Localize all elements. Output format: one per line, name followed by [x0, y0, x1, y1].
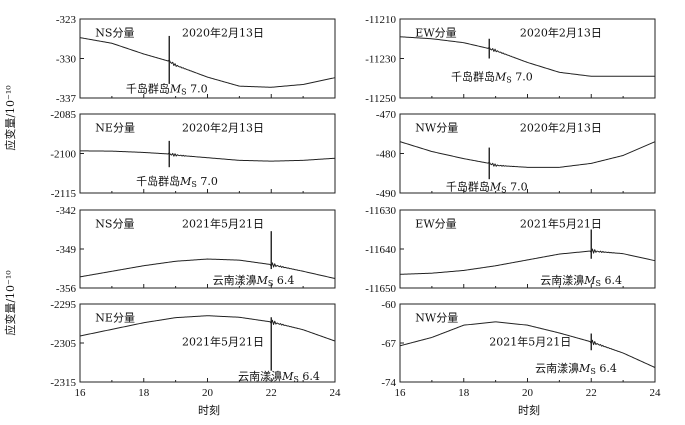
event-date: 2021年5月21日 [182, 334, 264, 348]
event-date: 2021年5月21日 [489, 334, 571, 348]
y-tick-label: -2305 [50, 338, 76, 350]
strain-trace [399, 248, 656, 275]
event-date: 2020年2月13日 [520, 120, 602, 134]
component-label: NW分量 [415, 311, 458, 324]
event-date: 2020年2月13日 [182, 25, 264, 39]
y-tick-label: -2295 [50, 299, 76, 311]
y-tick-label: -11630 [365, 205, 396, 217]
event-date: 2020年2月13日 [520, 25, 602, 39]
y-tick-label: -349 [56, 244, 77, 256]
y-tick-label: -67 [381, 338, 396, 350]
x-tick-label: 20 [202, 387, 214, 399]
x-tick-label: 16 [395, 387, 407, 399]
y-tick-label: -480 [376, 149, 397, 161]
y-tick-label: -330 [56, 54, 77, 66]
y-tick-label: -323 [56, 14, 77, 26]
event-label: 千岛群岛MS 7.0 [446, 180, 528, 195]
x-tick-label: 24 [330, 387, 342, 399]
event-date: 2021年5月21日 [182, 216, 264, 230]
x-tick-label: 18 [138, 387, 150, 399]
y-tick-label: -2100 [50, 149, 76, 161]
x-tick-label: 22 [586, 387, 597, 399]
y-tick-label: -2315 [50, 377, 76, 389]
y-tick-label: -470 [376, 109, 397, 121]
component-label: NE分量 [95, 311, 135, 324]
event-label: 云南漾濞MS 6.4 [238, 369, 320, 384]
x-tick-label: 22 [266, 387, 277, 399]
event-label: 千岛群岛MS 7.0 [451, 70, 533, 85]
y-tick-label: -11250 [365, 93, 396, 105]
strain-trace [79, 258, 336, 280]
x-axis-title-left: 时刻 [198, 403, 220, 417]
y-axis-title-top: 应变量/10⁻¹⁰ [3, 85, 17, 151]
x-tick-label: 20 [522, 387, 534, 399]
y-tick-label: -11210 [365, 14, 396, 26]
y-tick-label: -337 [56, 93, 77, 105]
y-tick-label: -11640 [365, 244, 396, 256]
event-date: 2021年5月21日 [520, 216, 602, 230]
y-tick-label: -342 [56, 205, 76, 217]
component-label: NE分量 [95, 121, 135, 134]
event-label: 云南漾濞MS 6.4 [540, 273, 622, 288]
event-date: 2020年2月13日 [182, 120, 264, 134]
y-axis-title-bottom: 应变量/10⁻¹⁰ [3, 270, 17, 336]
event-label: 云南漾濞MS 6.4 [535, 361, 617, 376]
x-axis-title-right: 时刻 [518, 403, 540, 417]
strain-trace [79, 315, 336, 342]
strain-trace [79, 37, 336, 88]
event-label: 千岛群岛MS 7.0 [126, 82, 208, 97]
component-label: NW分量 [415, 121, 458, 134]
y-tick-label: -60 [381, 299, 396, 311]
panel-ne-2021: 16 18 20 22 24 -2295 -2305 -2315 NE分量 2021年5月21日云… [50, 299, 341, 399]
component-label: EW分量 [415, 217, 456, 230]
y-tick-label: -2115 [51, 188, 77, 200]
event-label: 千岛群岛MS 7.0 [136, 174, 218, 189]
component-label: NS分量 [95, 217, 134, 230]
component-label: NS分量 [95, 26, 134, 39]
panel-nw-2021: 16 18 20 22 24 -60 -67 -74 NW分量 2021年5月21日云南漾濞MS … [381, 299, 661, 399]
strain-trace [399, 141, 656, 168]
x-tick-label: 16 [75, 387, 87, 399]
y-tick-label: -490 [376, 188, 397, 200]
event-label: 云南漾濞MS 6.4 [213, 273, 295, 288]
strain-trace [399, 36, 655, 77]
x-tick-label: 24 [650, 387, 662, 399]
y-tick-label: -11650 [365, 283, 396, 295]
strain-trace [79, 150, 336, 162]
y-tick-label: -2085 [50, 109, 76, 121]
component-label: EW分量 [415, 26, 456, 39]
y-tick-label: -74 [381, 377, 396, 389]
strain-trace [399, 321, 656, 368]
y-tick-label: -11230 [365, 54, 396, 66]
x-tick-label: 18 [458, 387, 470, 399]
y-tick-label: -356 [56, 283, 77, 295]
